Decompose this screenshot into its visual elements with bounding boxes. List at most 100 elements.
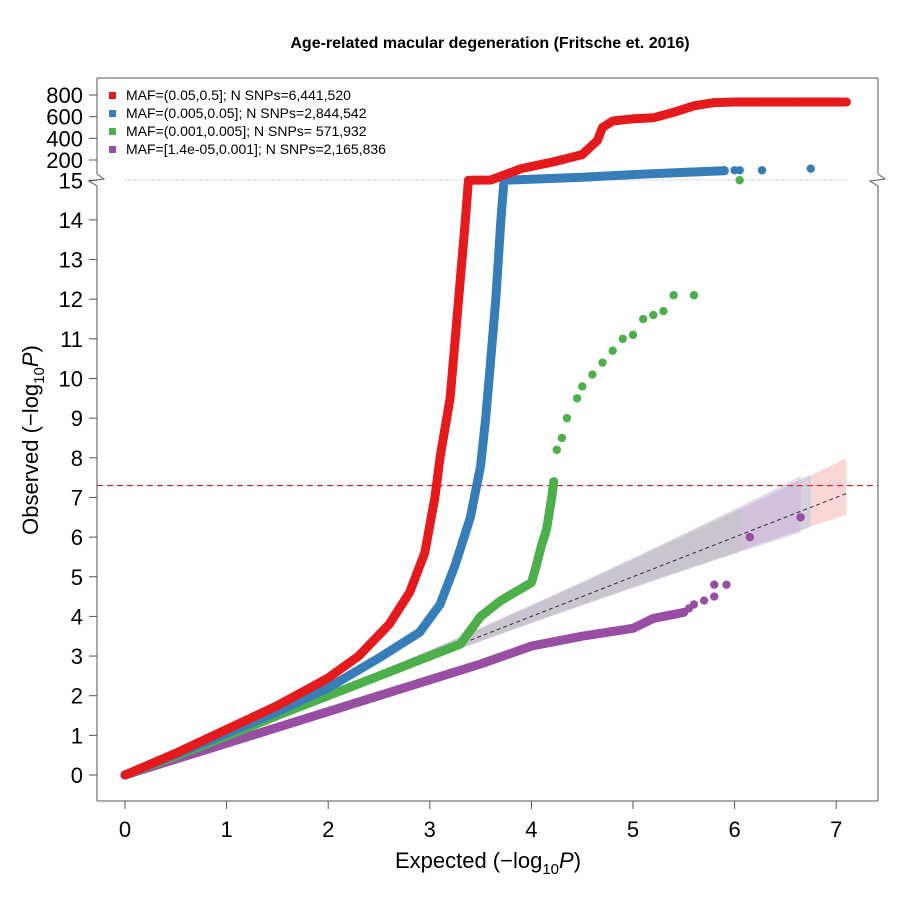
data-point [486, 175, 495, 184]
data-point [435, 453, 444, 462]
data-point [796, 513, 805, 522]
series-group [120, 97, 851, 780]
legend-label: MAF=(0.05,0.5]; N SNPs=6,441,520 [126, 87, 351, 103]
data-point [486, 354, 495, 363]
y-tick-label: 4 [71, 604, 83, 629]
data-point [420, 548, 429, 557]
y-tick-label: 3 [71, 644, 83, 669]
data-point [456, 640, 465, 649]
data-point [720, 166, 729, 175]
data-point [532, 560, 541, 569]
data-point [171, 749, 180, 758]
data-point [537, 541, 546, 550]
axes: 0 1 2 3 4 5 6 701234567891011121314152004006008… [46, 77, 887, 842]
data-point [757, 166, 767, 175]
axis-break-zigzag-right [868, 173, 887, 187]
data-point [542, 525, 551, 534]
y-tick-label: 8 [71, 446, 83, 471]
data-point [699, 596, 709, 605]
x-tick-label: 0 [119, 817, 131, 842]
data-point [669, 108, 678, 117]
y-tick-label-upper: 400 [46, 126, 83, 151]
data-point [547, 158, 556, 167]
legend-swatch [109, 110, 116, 117]
data-point [638, 314, 648, 324]
data-point [415, 628, 424, 637]
data-point [806, 164, 815, 173]
y-tick-label: 12 [59, 287, 83, 312]
data-point [446, 394, 455, 403]
series-377eb8 [120, 164, 815, 780]
data-point [461, 215, 470, 224]
x-tick-label: 7 [830, 817, 842, 842]
data-point [527, 578, 536, 587]
data-point [324, 683, 333, 692]
legend-swatch [109, 146, 116, 153]
y-tick-label-upper: 800 [46, 83, 83, 108]
x-tick-label: 2 [322, 817, 334, 842]
data-point [405, 588, 414, 597]
x-tick-label: 1 [220, 817, 232, 842]
y-tick-label: 14 [59, 208, 83, 233]
y-tick-label: 5 [71, 565, 83, 590]
data-point [842, 97, 851, 107]
data-point [273, 723, 282, 732]
legend-label: MAF=(0.001,0.005]; N SNPs= 571,932 [126, 123, 367, 139]
data-point [588, 370, 597, 379]
data-point [572, 394, 582, 403]
data-point [629, 624, 637, 633]
data-point [385, 620, 394, 629]
data-point [466, 513, 475, 522]
data-point [578, 632, 587, 641]
data-point [273, 701, 282, 710]
series-e41a1c [120, 97, 851, 780]
y-axis-label: Observed (−log10P) [18, 345, 48, 535]
y-tick-label: 0 [71, 763, 83, 788]
x-tick-label: 5 [627, 817, 639, 842]
data-point [765, 97, 775, 107]
data-point [689, 600, 699, 609]
data-point [740, 97, 749, 107]
data-point [598, 123, 607, 132]
data-point [608, 346, 617, 355]
data-point [375, 654, 383, 663]
data-point [375, 671, 383, 680]
legend-label: MAF=(0.005,0.05]; N SNPs=2,844,542 [126, 105, 367, 121]
x-tick-label: 4 [525, 817, 537, 842]
data-point [629, 114, 637, 123]
data-point [476, 461, 485, 470]
data-point [496, 596, 505, 605]
data-point [659, 306, 668, 316]
data-point [578, 173, 587, 182]
data-point [593, 136, 602, 145]
data-point [425, 652, 434, 661]
data-point [222, 725, 231, 734]
data-point [527, 642, 536, 651]
data-point [451, 560, 460, 569]
data-point [649, 113, 658, 122]
data-point [578, 382, 587, 391]
data-point [608, 117, 617, 125]
data-point [578, 150, 587, 159]
data-point [628, 330, 638, 340]
data-point [354, 652, 363, 661]
data-point [794, 97, 803, 107]
data-point [552, 445, 561, 455]
data-point [649, 614, 658, 623]
data-point [649, 310, 658, 320]
y-tick-label: 15 [59, 168, 83, 193]
data-point [679, 168, 688, 177]
data-point [689, 101, 698, 110]
data-point [476, 612, 485, 621]
data-point [491, 295, 500, 304]
data-point [629, 170, 637, 179]
data-point [710, 580, 719, 589]
data-point [689, 291, 699, 300]
y-tick-label: 10 [59, 367, 83, 392]
y-tick-label-upper: 600 [46, 105, 83, 130]
series-line [120, 166, 729, 780]
legend-swatch [109, 92, 116, 99]
data-point [496, 215, 505, 224]
data-point [464, 176, 473, 185]
